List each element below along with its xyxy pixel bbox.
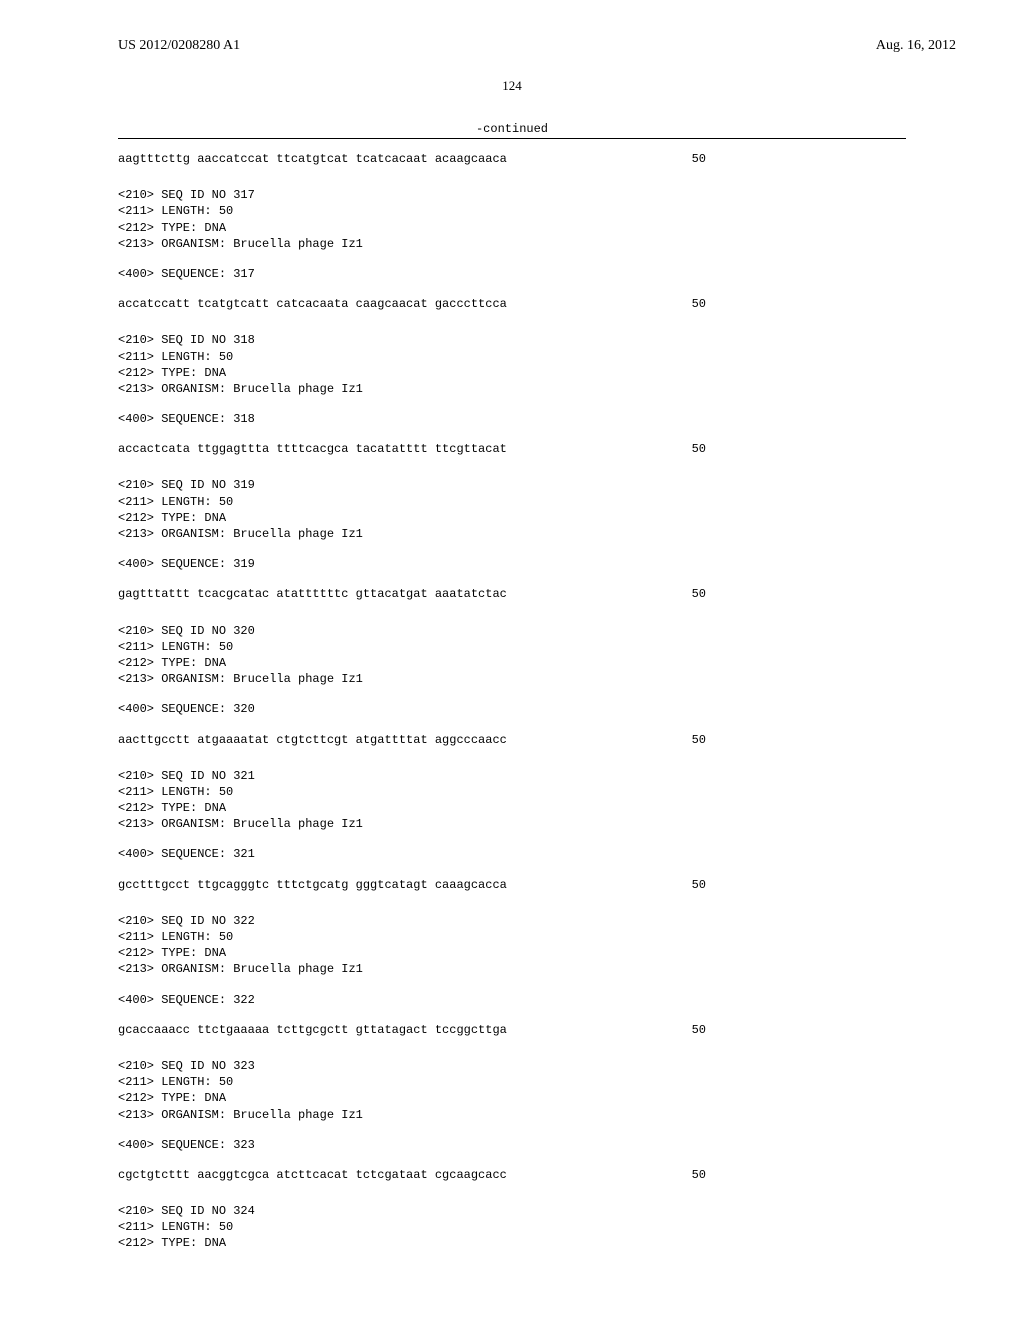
sequence-label-block: <400> SEQUENCE: 322 — [118, 992, 906, 1008]
page-number: 124 — [0, 78, 1024, 94]
sequence-label-block: <400> SEQUENCE: 319 — [118, 556, 906, 572]
sequence-length: 50 — [692, 296, 906, 312]
sequence-data: gcaccaaacc ttctgaaaaa tcttgcgctt gttatag… — [118, 1022, 507, 1038]
sequence-meta: <210> SEQ ID NO 321<211> LENGTH: 50<212>… — [118, 768, 906, 833]
sequence-data: accactcata ttggagttta ttttcacgca tacatat… — [118, 441, 507, 457]
sequence-meta: <210> SEQ ID NO 322<211> LENGTH: 50<212>… — [118, 913, 906, 978]
meta-line: <210> SEQ ID NO 323 — [118, 1058, 906, 1074]
meta-line: <212> TYPE: DNA — [118, 510, 906, 526]
sequence-label-block: <400> SEQUENCE: 321 — [118, 846, 906, 862]
sequence-label: <400> SEQUENCE: 317 — [118, 266, 906, 282]
sequence-meta: <210> SEQ ID NO 324<211> LENGTH: 50<212>… — [118, 1203, 906, 1252]
sequence-label-block: <400> SEQUENCE: 318 — [118, 411, 906, 427]
meta-line: <210> SEQ ID NO 322 — [118, 913, 906, 929]
continued-label: -continued — [118, 122, 906, 136]
sequence-block: <210> SEQ ID NO 323<211> LENGTH: 50<212>… — [118, 1058, 906, 1183]
meta-line: <213> ORGANISM: Brucella phage Iz1 — [118, 671, 906, 687]
sequence-length: 50 — [692, 441, 906, 457]
meta-line: <213> ORGANISM: Brucella phage Iz1 — [118, 816, 906, 832]
sequence-data-line: gcctttgcct ttgcagggtc tttctgcatg gggtcat… — [118, 877, 906, 893]
meta-line: <213> ORGANISM: Brucella phage Iz1 — [118, 526, 906, 542]
sequence-data-line: accatccatt tcatgtcatt catcacaata caagcaa… — [118, 296, 906, 312]
sequence-data-line: cgctgtcttt aacggtcgca atcttcacat tctcgat… — [118, 1167, 906, 1183]
sequence-meta: <210> SEQ ID NO 318<211> LENGTH: 50<212>… — [118, 332, 906, 397]
sequence-block: aagtttcttg aaccatccat ttcatgtcat tcatcac… — [118, 151, 906, 167]
publication-number: US 2012/0208280 A1 — [118, 38, 240, 54]
sequence-label: <400> SEQUENCE: 321 — [118, 846, 906, 862]
sequence-data-line: accactcata ttggagttta ttttcacgca tacatat… — [118, 441, 906, 457]
meta-line: <210> SEQ ID NO 318 — [118, 332, 906, 348]
sequence-block: <210> SEQ ID NO 321<211> LENGTH: 50<212>… — [118, 768, 906, 893]
sequence-block: <210> SEQ ID NO 317<211> LENGTH: 50<212>… — [118, 187, 906, 312]
sequence-length: 50 — [692, 586, 906, 602]
sequence-length: 50 — [692, 732, 906, 748]
publication-date: Aug. 16, 2012 — [876, 38, 956, 54]
meta-line: <211> LENGTH: 50 — [118, 929, 906, 945]
sequence-data-line: gcaccaaacc ttctgaaaaa tcttgcgctt gttatag… — [118, 1022, 906, 1038]
sequence-meta: <210> SEQ ID NO 320<211> LENGTH: 50<212>… — [118, 623, 906, 688]
sequence-block: <210> SEQ ID NO 318<211> LENGTH: 50<212>… — [118, 332, 906, 457]
sequence-label: <400> SEQUENCE: 322 — [118, 992, 906, 1008]
meta-line: <211> LENGTH: 50 — [118, 639, 906, 655]
sequence-label: <400> SEQUENCE: 320 — [118, 701, 906, 717]
sequence-meta: <210> SEQ ID NO 323<211> LENGTH: 50<212>… — [118, 1058, 906, 1123]
sequences-container: aagtttcttg aaccatccat ttcatgtcat tcatcac… — [118, 151, 906, 1252]
meta-line: <210> SEQ ID NO 319 — [118, 477, 906, 493]
meta-line: <210> SEQ ID NO 321 — [118, 768, 906, 784]
sequence-data-line: aacttgcctt atgaaaatat ctgtcttcgt atgattt… — [118, 732, 906, 748]
meta-line: <213> ORGANISM: Brucella phage Iz1 — [118, 1107, 906, 1123]
meta-line: <211> LENGTH: 50 — [118, 1219, 906, 1235]
meta-line: <213> ORGANISM: Brucella phage Iz1 — [118, 961, 906, 977]
content-area: -continued aagtttcttg aaccatccat ttcatgt… — [0, 122, 1024, 1252]
sequence-data: aagtttcttg aaccatccat ttcatgtcat tcatcac… — [118, 151, 507, 167]
sequence-label-block: <400> SEQUENCE: 323 — [118, 1137, 906, 1153]
sequence-block: <210> SEQ ID NO 322<211> LENGTH: 50<212>… — [118, 913, 906, 1038]
meta-line: <212> TYPE: DNA — [118, 365, 906, 381]
sequence-data-line: gagtttattt tcacgcatac atattttttc gttacat… — [118, 586, 906, 602]
sequence-length: 50 — [692, 877, 906, 893]
meta-line: <213> ORGANISM: Brucella phage Iz1 — [118, 236, 906, 252]
meta-line: <213> ORGANISM: Brucella phage Iz1 — [118, 381, 906, 397]
sequence-meta: <210> SEQ ID NO 317<211> LENGTH: 50<212>… — [118, 187, 906, 252]
sequence-data: gcctttgcct ttgcagggtc tttctgcatg gggtcat… — [118, 877, 507, 893]
sequence-block: <210> SEQ ID NO 324<211> LENGTH: 50<212>… — [118, 1203, 906, 1252]
meta-line: <210> SEQ ID NO 324 — [118, 1203, 906, 1219]
sequence-block: <210> SEQ ID NO 319<211> LENGTH: 50<212>… — [118, 477, 906, 602]
sequence-length: 50 — [692, 151, 906, 167]
meta-line: <211> LENGTH: 50 — [118, 349, 906, 365]
sequence-meta: <210> SEQ ID NO 319<211> LENGTH: 50<212>… — [118, 477, 906, 542]
sequence-data: accatccatt tcatgtcatt catcacaata caagcaa… — [118, 296, 507, 312]
meta-line: <211> LENGTH: 50 — [118, 494, 906, 510]
sequence-label-block: <400> SEQUENCE: 320 — [118, 701, 906, 717]
sequence-data: gagtttattt tcacgcatac atattttttc gttacat… — [118, 586, 507, 602]
sequence-data: cgctgtcttt aacggtcgca atcttcacat tctcgat… — [118, 1167, 507, 1183]
page-header: US 2012/0208280 A1 Aug. 16, 2012 — [0, 0, 1024, 54]
meta-line: <211> LENGTH: 50 — [118, 784, 906, 800]
sequence-label-block: <400> SEQUENCE: 317 — [118, 266, 906, 282]
sequence-label: <400> SEQUENCE: 318 — [118, 411, 906, 427]
sequence-block: <210> SEQ ID NO 320<211> LENGTH: 50<212>… — [118, 623, 906, 748]
meta-line: <212> TYPE: DNA — [118, 1235, 906, 1251]
meta-line: <211> LENGTH: 50 — [118, 203, 906, 219]
top-divider — [118, 138, 906, 139]
meta-line: <211> LENGTH: 50 — [118, 1074, 906, 1090]
sequence-label: <400> SEQUENCE: 323 — [118, 1137, 906, 1153]
meta-line: <212> TYPE: DNA — [118, 655, 906, 671]
meta-line: <212> TYPE: DNA — [118, 220, 906, 236]
sequence-label: <400> SEQUENCE: 319 — [118, 556, 906, 572]
sequence-length: 50 — [692, 1167, 906, 1183]
meta-line: <212> TYPE: DNA — [118, 945, 906, 961]
sequence-length: 50 — [692, 1022, 906, 1038]
meta-line: <212> TYPE: DNA — [118, 800, 906, 816]
meta-line: <210> SEQ ID NO 320 — [118, 623, 906, 639]
sequence-data-line: aagtttcttg aaccatccat ttcatgtcat tcatcac… — [118, 151, 906, 167]
sequence-data: aacttgcctt atgaaaatat ctgtcttcgt atgattt… — [118, 732, 507, 748]
meta-line: <210> SEQ ID NO 317 — [118, 187, 906, 203]
meta-line: <212> TYPE: DNA — [118, 1090, 906, 1106]
